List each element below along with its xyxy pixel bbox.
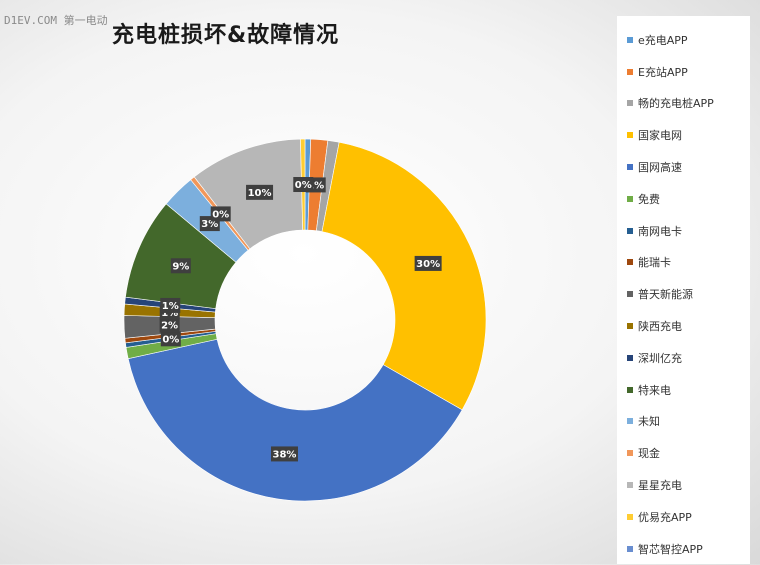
legend-swatch bbox=[627, 227, 633, 234]
legend-item: 畅的充电桩APP bbox=[617, 88, 750, 120]
data-label-bg bbox=[210, 206, 231, 222]
legend-item: 免费 bbox=[617, 183, 750, 215]
data-label-bg bbox=[270, 446, 298, 462]
donut-chart: 1%30%38%0%2%1%1%9%3%0%10%0% bbox=[123, 138, 487, 502]
legend-item: 特来电 bbox=[617, 374, 750, 406]
legend-item: 国网高速 bbox=[617, 151, 750, 183]
data-label-bg bbox=[160, 297, 181, 313]
data-label-text: 1% bbox=[162, 301, 179, 312]
legend-swatch bbox=[627, 100, 633, 107]
legend-item: 南网电卡 bbox=[617, 215, 750, 247]
legend-swatch bbox=[627, 418, 633, 425]
legend-swatch bbox=[627, 291, 633, 298]
legend-item: 深圳亿充 bbox=[617, 342, 750, 374]
legend-swatch bbox=[627, 482, 633, 489]
data-label-text: 3% bbox=[201, 219, 218, 230]
legend-item: 未知 bbox=[617, 406, 750, 438]
legend-label: 畅的充电桩APP bbox=[638, 97, 714, 111]
legend-swatch bbox=[627, 545, 633, 552]
chart-title: 充电桩损坏&故障情况 bbox=[112, 23, 340, 48]
legend-item: 优易充APP bbox=[617, 501, 750, 533]
legend-item: 智芯智控APP bbox=[617, 533, 750, 565]
legend-label: 特来电 bbox=[638, 383, 671, 397]
legend-swatch bbox=[627, 259, 633, 266]
legend-label: 陕西充电 bbox=[638, 320, 682, 334]
data-label-14: 10% bbox=[246, 184, 274, 200]
data-label-8: 2% bbox=[159, 317, 180, 333]
legend-label: 现金 bbox=[638, 447, 660, 461]
legend-item: 陕西充电 bbox=[617, 310, 750, 342]
legend-label: 未知 bbox=[638, 415, 660, 429]
legend-swatch bbox=[627, 195, 633, 202]
data-label-text: 38% bbox=[273, 449, 297, 460]
legend-swatch bbox=[627, 36, 633, 43]
data-label-bg bbox=[159, 317, 180, 333]
legend-swatch bbox=[627, 323, 633, 330]
legend-item: 能瑞卡 bbox=[617, 247, 750, 279]
legend-item: E充站APP bbox=[617, 56, 750, 88]
legend-label: 普天新能源 bbox=[638, 288, 693, 302]
data-label-text: 2% bbox=[161, 321, 178, 332]
slice-3 bbox=[321, 141, 487, 411]
data-label-text: 0% bbox=[295, 180, 312, 191]
watermark: D1EV.COM 第一电动 bbox=[4, 14, 108, 27]
data-label-text: 1% bbox=[307, 180, 324, 191]
data-label-bg bbox=[160, 331, 181, 347]
legend-label: e充电APP bbox=[638, 33, 688, 47]
legend-label: E充站APP bbox=[638, 65, 688, 79]
data-label-text: 30% bbox=[416, 259, 440, 270]
data-label-text: 0% bbox=[162, 334, 179, 345]
data-label-6: 0% bbox=[160, 331, 181, 347]
slice-4 bbox=[127, 338, 463, 502]
data-label-bg bbox=[170, 258, 191, 274]
legend-swatch bbox=[627, 132, 633, 139]
legend-label: 南网电卡 bbox=[638, 224, 682, 238]
data-label-text: 9% bbox=[172, 261, 189, 272]
data-label-text: 10% bbox=[248, 188, 272, 199]
legend-item: 星星充电 bbox=[617, 469, 750, 501]
data-label-15: 0% bbox=[293, 177, 314, 193]
legend-swatch bbox=[627, 386, 633, 393]
data-label-text: 1% bbox=[161, 308, 178, 319]
legend-label: 优易充APP bbox=[638, 510, 692, 524]
data-label-bg bbox=[246, 184, 274, 200]
data-label-bg bbox=[293, 177, 314, 193]
chart-legend: e充电APP E充站APP 畅的充电桩APP 国家电网国网高速免费南网电卡能瑞卡普天新… bbox=[617, 16, 750, 564]
legend-swatch bbox=[627, 513, 633, 520]
data-label-4: 38% bbox=[270, 446, 298, 462]
data-label-3: 30% bbox=[414, 255, 442, 271]
data-label-11: 9% bbox=[170, 258, 191, 274]
legend-item: e充电APP bbox=[617, 24, 750, 56]
data-label-text: 0% bbox=[212, 209, 229, 220]
data-label-10: 1% bbox=[160, 297, 181, 313]
data-label-13: 0% bbox=[210, 206, 231, 222]
legend-label: 深圳亿充 bbox=[638, 351, 682, 365]
legend-swatch bbox=[627, 354, 633, 361]
legend-swatch bbox=[627, 68, 633, 75]
legend-label: 能瑞卡 bbox=[638, 256, 671, 270]
legend-label: 国网高速 bbox=[638, 161, 682, 175]
legend-item: 国家电网 bbox=[617, 119, 750, 151]
legend-swatch bbox=[627, 450, 633, 457]
data-label-bg bbox=[414, 255, 442, 271]
legend-item: 现金 bbox=[617, 437, 750, 469]
legend-label: 星星充电 bbox=[638, 479, 682, 493]
legend-label: 免费 bbox=[638, 192, 660, 206]
legend-item: 普天新能源 bbox=[617, 278, 750, 310]
legend-label: 智芯智控APP bbox=[638, 542, 703, 556]
legend-label: 国家电网 bbox=[638, 129, 682, 143]
legend-swatch bbox=[627, 164, 633, 171]
